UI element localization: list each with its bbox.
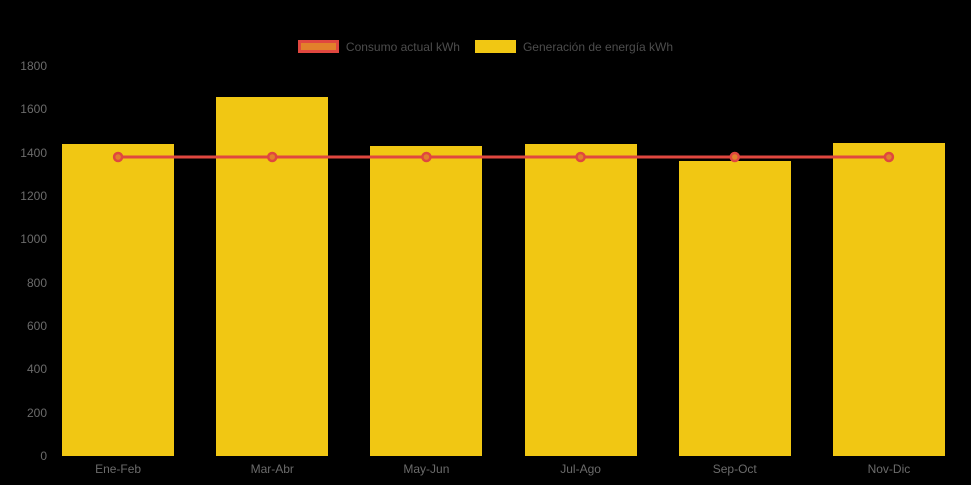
x-axis-tick-label: Mar-Abr [250, 462, 294, 476]
line-point[interactable] [267, 151, 278, 163]
y-axis-tick-label: 1400 [20, 145, 47, 160]
line-point[interactable] [112, 151, 124, 163]
y-axis-tick-label: 800 [26, 275, 47, 290]
bar[interactable] [524, 144, 637, 456]
x-axis-tick-label: Nov-Dic [867, 462, 911, 476]
x-axis-tick-label: Sep-Oct [712, 462, 757, 476]
y-axis-tick-label: 1200 [20, 189, 47, 203]
y-axis-tick-label: 1000 [20, 232, 47, 247]
legend-color-swatch [297, 40, 339, 53]
legend-item[interactable]: Generación de energía kWh [474, 39, 674, 54]
y-axis-tick-label: 600 [26, 319, 47, 333]
x-axis-tick-label: Ene-Feb [95, 462, 142, 476]
line-point[interactable] [421, 151, 432, 163]
bar[interactable] [678, 161, 791, 456]
x-axis-tick-label: Jul-Ago [560, 462, 601, 476]
y-axis-tick-label: 400 [26, 362, 47, 377]
legend-label: Consumo actual kWh [345, 39, 460, 54]
line-point[interactable] [729, 151, 740, 163]
legend-item[interactable]: Consumo actual kWh [297, 39, 460, 54]
y-axis-tick-label: 1800 [20, 59, 47, 73]
legend-label: Generación de energía kWh [522, 39, 674, 54]
y-axis-tick-label: 0 [40, 449, 47, 463]
x-axis-tick-label: May-Jun [403, 462, 450, 476]
y-axis-tick-label: 200 [26, 405, 47, 420]
bar[interactable] [62, 144, 175, 456]
y-axis-tick-label: 1600 [20, 102, 47, 117]
bar[interactable] [832, 142, 945, 456]
legend-color-swatch [474, 40, 516, 53]
line-point[interactable] [883, 151, 895, 163]
line-point[interactable] [575, 151, 586, 163]
chart-legend: Consumo actual kWh Generación de energía … [0, 39, 971, 54]
bar[interactable] [370, 146, 483, 456]
